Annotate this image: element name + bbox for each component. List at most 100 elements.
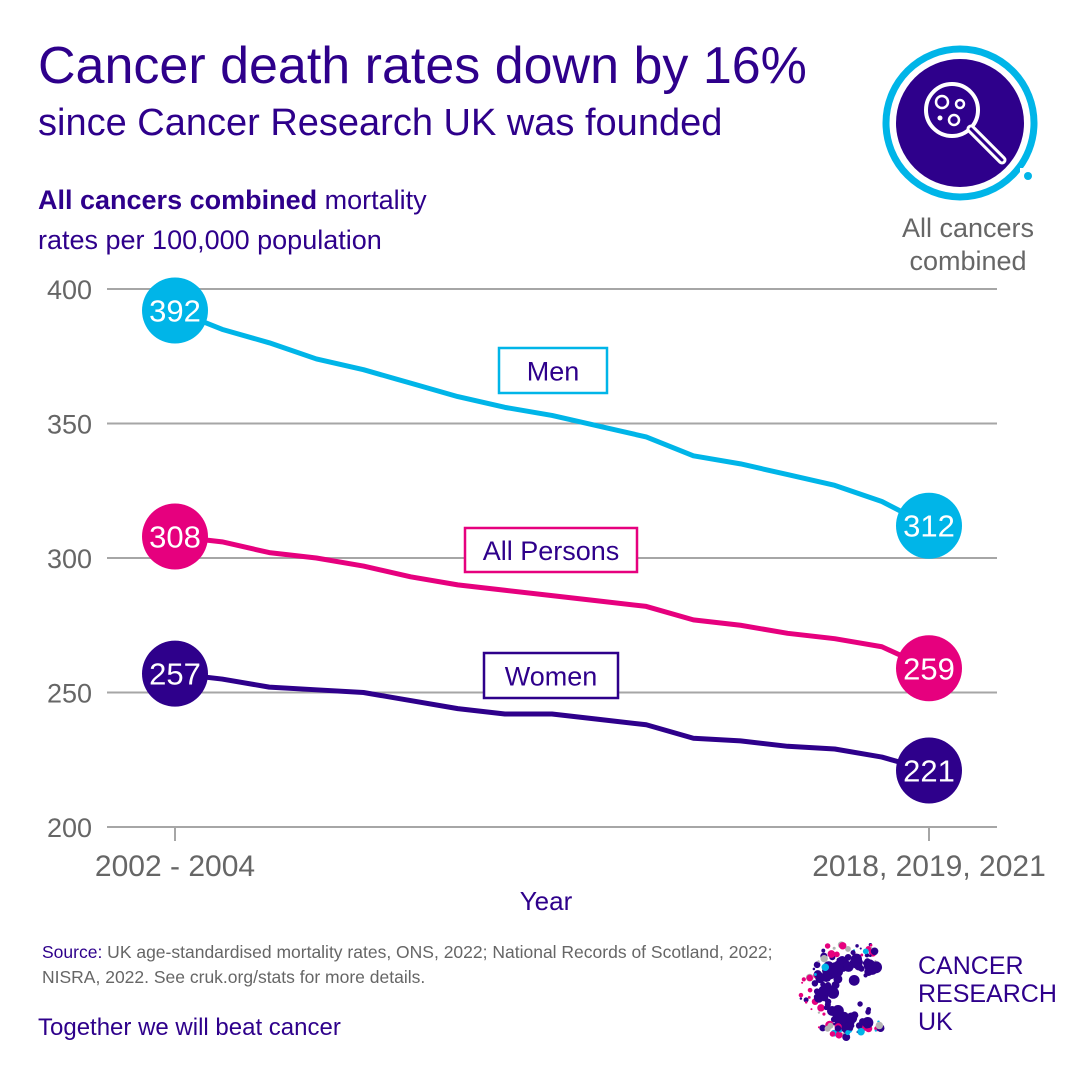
chart-heading-bold: All cancers combined <box>38 185 318 215</box>
logo-dot <box>863 973 868 978</box>
magnifying-glass-cells-icon <box>882 45 1038 201</box>
logo-dot <box>875 1021 884 1030</box>
logo-dot <box>820 955 828 963</box>
cruk-logo-text: CANCER RESEARCH UK <box>918 952 1057 1036</box>
legend-box-men <box>497 346 609 395</box>
icon-caption: All cancers combined <box>880 212 1056 278</box>
logo-dot <box>813 961 821 969</box>
logo-dot <box>817 1011 821 1014</box>
logo-dot <box>831 962 839 970</box>
logo-dot <box>806 974 814 982</box>
logo-dot <box>827 1022 834 1029</box>
logo-dot <box>850 1011 859 1019</box>
line-chart: 200 250 300 350 400 2002 - 2004 2018, 2019, 20… <box>47 275 1046 916</box>
logo-dot <box>867 964 878 975</box>
marker-all-persons <box>896 635 962 702</box>
logo-dot <box>865 958 870 963</box>
logo-dot <box>807 995 811 999</box>
logo-dot <box>860 953 864 957</box>
page-title: Cancer death rates down by 16% <box>38 37 807 95</box>
logo-dot <box>817 1026 821 1029</box>
chart-heading-rest: mortality <box>317 185 427 215</box>
logo-dot <box>812 967 816 971</box>
logo-dot <box>842 1033 851 1042</box>
logo-dot <box>850 953 862 965</box>
logo-dot <box>819 1024 827 1032</box>
logo-dot <box>822 1012 826 1016</box>
data-label-women: 221 <box>903 754 955 789</box>
logo-dot <box>801 977 806 982</box>
logo-dot <box>864 1023 869 1029</box>
logo-dot <box>801 981 804 984</box>
legend-label-all-persons: All Persons <box>483 536 620 566</box>
logo-dot <box>832 946 836 950</box>
logo-dot <box>814 981 818 985</box>
logo-line3: UK <box>918 1008 953 1036</box>
logo-dot <box>862 948 869 955</box>
y-tick-label: 300 <box>47 544 92 574</box>
logo-dot <box>868 954 872 958</box>
page-subtitle: since Cancer Research UK was founded <box>38 102 723 144</box>
logo-dot <box>843 961 854 972</box>
logo-dot <box>832 1005 844 1017</box>
x-tick-label: 2002 - 2004 <box>95 850 255 883</box>
logo-dot <box>857 1027 865 1036</box>
logo-dot <box>845 1030 851 1036</box>
icon-caption-line1: All cancers <box>901 213 1035 243</box>
logo-dot <box>833 1014 844 1025</box>
marker-men <box>142 277 208 344</box>
logo-dot <box>870 947 879 956</box>
logo-dot <box>855 1022 863 1029</box>
source-label: Source: <box>42 942 103 962</box>
x-tick-label: 2018, 2019, 2021 <box>812 850 1046 883</box>
logo-dot <box>824 982 832 989</box>
legend-label-women: Women <box>505 662 598 692</box>
logo-dot <box>838 942 847 950</box>
logo-dot <box>824 943 831 949</box>
logo-dot <box>827 950 836 958</box>
logo-line2: RESEARCH <box>918 980 1057 1008</box>
logo-line1: CANCER <box>918 952 1024 980</box>
logo-dot <box>859 947 862 950</box>
logo-dot <box>815 973 825 984</box>
logo-dot <box>829 1031 836 1037</box>
chart-heading-line2: rates per 100,000 population <box>38 225 382 255</box>
logo-dot <box>821 948 826 953</box>
logo-dot <box>874 1029 877 1032</box>
logo-dot <box>835 1031 843 1039</box>
logo-dot <box>834 1025 842 1032</box>
data-label-men: 392 <box>149 294 201 329</box>
legend-box-women <box>482 651 620 700</box>
logo-dot <box>869 943 873 947</box>
logo-dot <box>845 946 851 952</box>
logo-dot <box>827 987 840 999</box>
data-label-women: 257 <box>149 657 201 692</box>
y-tick-label: 400 <box>47 275 92 305</box>
legend-label-men: Men <box>527 357 580 387</box>
logo-dot <box>821 963 830 972</box>
logo-dot <box>813 973 817 976</box>
logo-dot <box>817 1004 825 1012</box>
x-axis-title: Year <box>520 886 573 916</box>
logo-dot <box>833 951 840 958</box>
marker-men <box>896 492 962 559</box>
logo-dot <box>821 986 831 996</box>
cruk-logo-mark <box>798 941 885 1042</box>
source-note: Source: UK age-standardised mortality ra… <box>42 940 802 990</box>
series-line-men <box>174 308 931 528</box>
logo-dot <box>850 950 856 956</box>
data-label-all-persons: 259 <box>903 651 955 686</box>
icon-caption-line2: combined <box>909 246 1027 276</box>
logo-dot <box>866 1006 872 1012</box>
marker-women <box>896 737 962 804</box>
logo-dot <box>848 974 860 986</box>
logo-dot <box>847 1017 853 1023</box>
chart-heading: All cancers combined mortality rates per… <box>38 180 427 260</box>
y-tick-label: 250 <box>47 679 92 709</box>
logo-dot <box>798 992 804 998</box>
logo-dot <box>857 1001 863 1007</box>
logo-dot <box>829 967 838 976</box>
legend-box-all-persons <box>463 526 639 574</box>
y-tick-label: 200 <box>47 813 92 843</box>
